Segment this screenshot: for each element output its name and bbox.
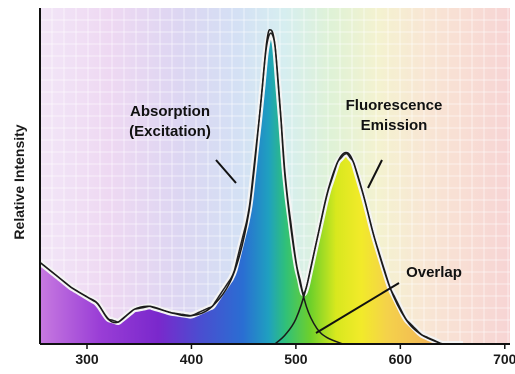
y-axis-label: Relative Intensity [11,124,27,239]
curve-fill [40,33,463,344]
pointer-emission [367,159,383,189]
annotation-absorption-line: Absorption [130,103,210,120]
annotation-absorption-line: (Excitation) [129,123,211,140]
x-tick-label: 700 [493,351,515,367]
curves [40,28,463,344]
annotation-emission: Fluorescence Emission [346,97,443,134]
annotation-emission-line: Emission [361,117,428,134]
x-tick-label: 600 [389,351,413,367]
annotation-absorption: Absorption (Excitation) [129,103,211,140]
spectrum-fill [40,33,463,344]
x-tick-label: 400 [180,351,204,367]
annotation-overlap: Overlap [406,264,462,281]
annotation-emission-line: Fluorescence [346,97,443,114]
x-tick-label: 500 [284,351,308,367]
annotation-overlap-line: Overlap [406,264,462,281]
x-tick-label: 300 [75,351,99,367]
emission-curve [274,151,443,344]
absorption-curve [40,28,344,344]
pointer-absorption [215,159,237,184]
pointer-overlap [315,282,400,334]
axes: 300 400 500 600 700 Relative Intensity [11,8,515,367]
annotations: Absorption (Excitation) Fluorescence Emissi… [129,97,462,334]
